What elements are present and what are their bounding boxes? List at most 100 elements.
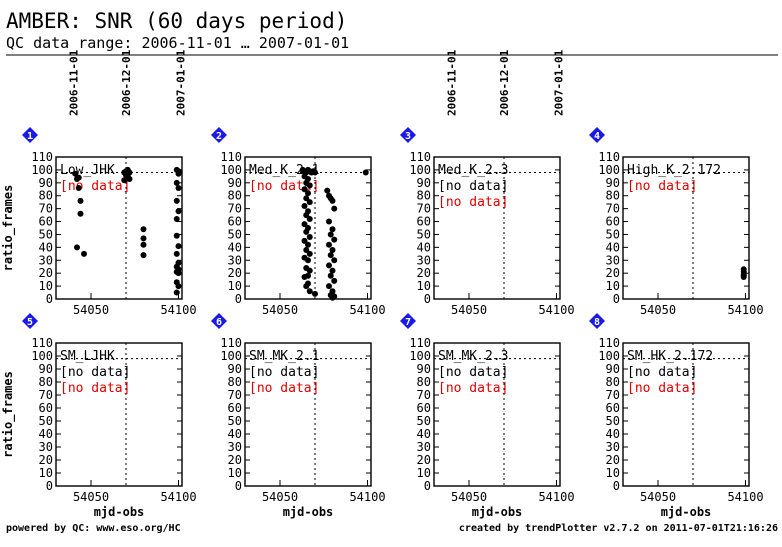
data-point xyxy=(121,177,128,184)
y-tick-label: 50 xyxy=(39,227,53,241)
data-point xyxy=(126,175,133,182)
y-tick-label: 70 xyxy=(606,388,620,402)
panel-title: SM_MK_2.3 xyxy=(438,349,508,364)
y-tick-label: 10 xyxy=(228,466,242,480)
data-point xyxy=(303,246,310,253)
y-axis-label: ratio_frames xyxy=(1,371,16,458)
data-point xyxy=(312,290,318,297)
plot-frame xyxy=(55,342,183,487)
data-point xyxy=(329,246,336,253)
data-point xyxy=(175,243,182,250)
footer-left: powered by QC: www.eso.org/HC xyxy=(6,523,181,534)
y-tick-label: 110 xyxy=(409,150,431,164)
data-point xyxy=(303,228,310,235)
data-point xyxy=(326,262,332,269)
data-point xyxy=(303,212,310,219)
y-tick-label: 0 xyxy=(613,479,620,493)
no-data-label: [no data] xyxy=(60,365,130,380)
y-tick-label: 90 xyxy=(228,362,242,376)
data-point xyxy=(306,250,313,257)
y-tick-label: 110 xyxy=(409,336,431,350)
data-point xyxy=(140,241,147,248)
y-axis-label: ratio_frames xyxy=(1,185,16,272)
y-tick-label: 60 xyxy=(228,215,242,229)
x-axis-label: mjd-obs xyxy=(661,505,712,519)
y-tick-label: 110 xyxy=(220,336,242,350)
panel-badge-number: 8 xyxy=(594,317,600,328)
x-tick-label: 54100 xyxy=(538,303,574,317)
no-data-label: [no data] xyxy=(438,365,508,380)
data-point xyxy=(75,174,82,181)
y-tick-label: 70 xyxy=(228,388,242,402)
y-tick-label: 90 xyxy=(606,176,620,190)
y-tick-label: 0 xyxy=(424,479,431,493)
y-tick-label: 80 xyxy=(228,375,242,389)
panel-title: High_K_2.172 xyxy=(627,163,721,178)
plot-frame xyxy=(433,156,561,300)
y-tick-label: 40 xyxy=(39,427,53,441)
y-tick-label: 100 xyxy=(409,349,431,363)
data-point xyxy=(175,283,182,290)
y-tick-label: 100 xyxy=(220,163,242,177)
date-marker-label: 2006-12-01 xyxy=(498,49,511,116)
data-point xyxy=(301,221,308,228)
y-tick-label: 100 xyxy=(31,349,53,363)
data-point xyxy=(173,289,180,296)
panel-badge-number: 4 xyxy=(594,131,600,142)
y-tick-label: 90 xyxy=(606,362,620,376)
data-point xyxy=(329,294,336,301)
y-tick-label: 70 xyxy=(228,202,242,216)
data-point xyxy=(173,250,180,257)
data-point xyxy=(175,208,182,215)
y-tick-label: 0 xyxy=(46,292,53,306)
y-tick-label: 70 xyxy=(417,388,431,402)
data-point xyxy=(312,169,318,176)
y-tick-label: 80 xyxy=(228,189,242,203)
x-tick-label: 54050 xyxy=(640,490,676,504)
no-data-label: [no data] xyxy=(60,381,130,396)
y-tick-label: 90 xyxy=(417,362,431,376)
y-tick-label: 20 xyxy=(606,266,620,280)
y-tick-label: 70 xyxy=(417,202,431,216)
data-point xyxy=(140,252,147,259)
data-point xyxy=(301,186,308,193)
x-axis-label: mjd-obs xyxy=(283,505,334,519)
y-tick-label: 90 xyxy=(228,176,242,190)
plot-frame xyxy=(244,156,372,300)
plot-frame xyxy=(55,156,183,300)
data-point xyxy=(303,283,310,290)
y-tick-label: 90 xyxy=(417,176,431,190)
y-tick-label: 50 xyxy=(417,227,431,241)
y-tick-label: 30 xyxy=(228,440,242,454)
y-tick-label: 110 xyxy=(598,336,620,350)
data-point xyxy=(305,257,311,264)
panel-badge-icon xyxy=(589,313,605,329)
page-subtitle: QC data range: 2006-11-01 … 2007-01-01 xyxy=(6,34,349,52)
panel-badge-number: 7 xyxy=(405,317,411,328)
page-title: AMBER: SNR (60 days period) xyxy=(6,9,347,33)
date-marker-label: 2007-01-01 xyxy=(552,49,565,116)
data-point xyxy=(305,241,311,248)
data-point xyxy=(326,283,332,290)
panel-badge-number: 3 xyxy=(405,131,411,142)
y-tick-label: 100 xyxy=(598,163,620,177)
x-axis-label: mjd-obs xyxy=(472,505,523,519)
date-marker-label: 2007-01-01 xyxy=(174,49,187,116)
y-tick-label: 20 xyxy=(39,266,53,280)
y-tick-label: 100 xyxy=(220,349,242,363)
y-tick-label: 80 xyxy=(39,189,53,203)
y-tick-label: 60 xyxy=(417,215,431,229)
y-tick-label: 80 xyxy=(606,189,620,203)
panel-badge-number: 6 xyxy=(216,317,222,328)
y-tick-label: 40 xyxy=(228,427,242,441)
x-tick-label: 54100 xyxy=(349,490,385,504)
y-tick-label: 0 xyxy=(424,292,431,306)
footer-right: created by trendPlotter v2.7.2 on 2011-0… xyxy=(459,523,778,534)
data-point xyxy=(303,195,310,202)
panel-badge-number: 5 xyxy=(27,317,33,328)
data-point xyxy=(306,234,313,241)
x-tick-label: 54050 xyxy=(451,490,487,504)
